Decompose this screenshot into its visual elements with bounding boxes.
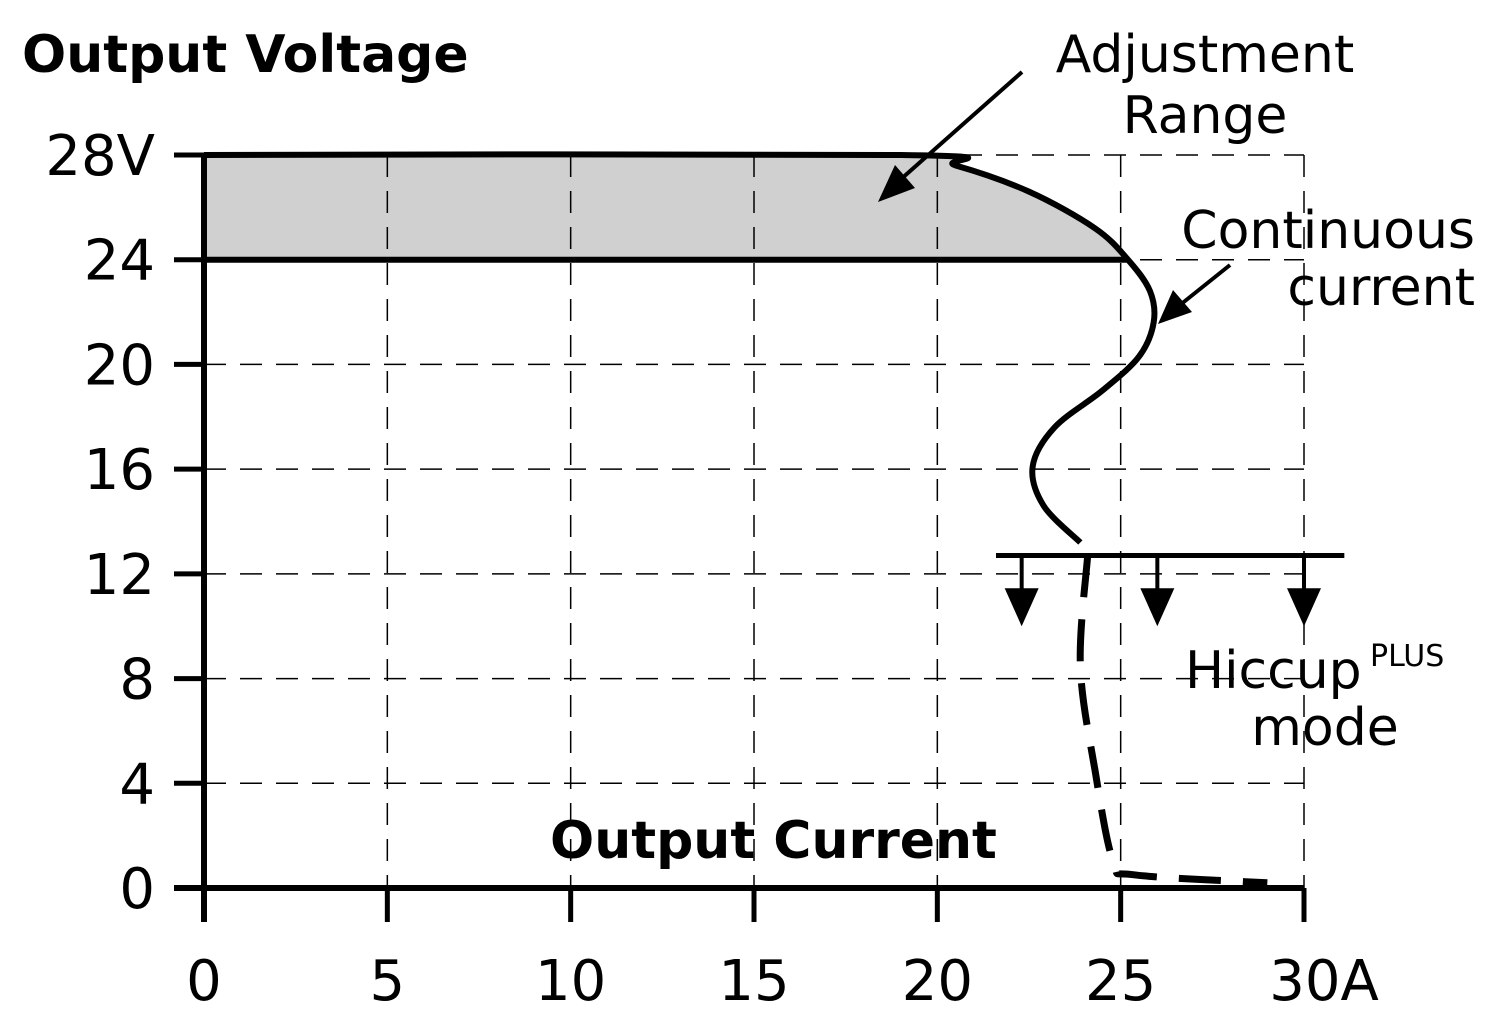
y-tick-label: 20 <box>84 333 155 398</box>
y-tick-label: 24 <box>84 229 155 294</box>
hiccup-dashed-curve <box>1076 555 1268 887</box>
x-tick-label: 30A <box>1269 949 1379 1014</box>
continuous-label: Continuous <box>1181 201 1475 261</box>
adjustment-label: Range <box>1123 86 1288 146</box>
y-tick-label: 4 <box>119 752 155 817</box>
y-tick-label: 16 <box>84 438 155 503</box>
adjustment-arrow-head <box>878 165 915 202</box>
x-tick-label: 5 <box>370 949 406 1014</box>
y-tick-label: 12 <box>84 543 155 608</box>
continuous-arrow-head <box>1158 290 1192 324</box>
adjustment-arrow-line <box>898 70 1024 182</box>
continuous-arrow-line <box>1178 263 1232 307</box>
adjustment-label: Adjustment <box>1056 25 1355 85</box>
hiccup-arrow-head <box>1287 588 1321 627</box>
hiccup-label: mode <box>1251 698 1398 758</box>
y-tick-label: 28V <box>45 124 155 189</box>
x-tick-label: 10 <box>535 949 606 1014</box>
chart-title: Output Voltage <box>22 25 469 85</box>
hiccup-arrow-head <box>1140 588 1175 627</box>
y-tick-label: 0 <box>119 857 155 922</box>
hiccup-label-superscript: PLUS <box>1370 639 1444 674</box>
x-tick-label: 15 <box>718 949 789 1014</box>
x-tick-label: 20 <box>902 949 973 1014</box>
adjustment-range-area <box>204 154 1128 260</box>
continuous-label: current <box>1287 258 1475 318</box>
y-tick-label: 8 <box>119 648 155 713</box>
continuous-current-curve <box>203 151 1158 545</box>
hiccup-label: Hiccup <box>1185 641 1362 701</box>
x-axis-label: Output Current <box>550 811 997 871</box>
x-tick-label: 25 <box>1085 949 1156 1014</box>
x-tick-label: 0 <box>186 949 222 1014</box>
hiccup-arrow-head <box>1004 588 1039 627</box>
